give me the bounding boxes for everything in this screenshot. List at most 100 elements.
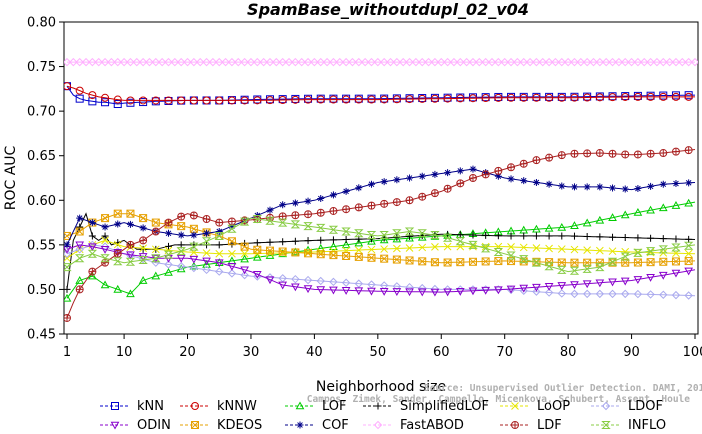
marker-circle [684,92,693,101]
marker-hourglass [468,240,478,249]
legend-label: LDOF [628,399,663,414]
marker-asterisk [177,231,185,239]
marker-hourglass [366,231,377,240]
marker-plus [406,232,414,240]
marker-diamond [170,57,180,67]
marker-hourglass [645,247,656,256]
marker-diamond [652,57,662,67]
marker-diamond [354,57,364,67]
marker-circle-plus-cross [304,210,312,218]
marker-circle-plus-cross [406,196,414,204]
marker-diamond [64,57,72,67]
marker-diamond [576,57,586,67]
marker-circle [443,94,452,103]
marker-hourglass [544,262,554,271]
marker-square-x-cross [494,257,503,265]
marker-triangle-up [295,401,305,410]
marker-circle [265,96,274,105]
marker-circle-plus-cross [482,170,490,178]
marker-square-x-cross [380,254,389,263]
marker-x [595,246,604,255]
marker-circle-plus-cross [545,154,553,162]
marker-plus [647,234,655,242]
watermark-line-2: Campos, Zimek, Sander, Campello, Micenko… [307,394,690,405]
legend-item-kdeos: KDEOS [180,418,262,433]
legend-label: LOF [322,399,347,414]
marker-square-x [456,258,465,267]
watermark-line-1: Source: Unsupervised Outlier Detection. … [424,383,702,394]
marker-diamond [608,57,617,67]
marker-diamond [81,57,91,67]
marker-diamond [297,57,306,67]
marker-diamond [411,57,421,67]
marker-square-x-cross [329,251,338,259]
marker-diamond [373,420,383,430]
marker-diamond [360,57,370,67]
marker-triangle-down [658,271,668,280]
marker-diamond [265,57,275,67]
marker-square-x-cross [240,242,249,251]
marker-square-x-cross [126,209,135,218]
y-tick-label: 0.45 [27,328,56,343]
marker-hourglass [151,254,161,263]
marker-diamond [189,263,199,273]
marker-square [113,100,122,109]
marker-diamond [538,57,547,67]
marker-circle-plus-cross [596,149,604,157]
marker-square-x [646,258,655,267]
marker-plus [64,285,71,293]
marker-circle-plus-cross [126,241,134,249]
legend-item-knn: kNN [100,399,164,414]
marker-asterisk [114,220,122,228]
marker-hourglass [595,263,605,272]
legend-label: LDF [537,418,562,433]
marker-hourglass [531,258,542,267]
marker-circle [113,95,122,104]
marker-hourglass [303,222,313,231]
marker-circle-plus-cross [469,174,477,182]
marker-triangle-down [646,274,655,282]
marker-plus [164,242,172,250]
marker-triangle-down [481,286,491,295]
marker-asterisk [406,174,414,182]
marker-hourglass [430,231,440,240]
marker-diamond [684,291,693,300]
marker-square-x-cross [443,258,452,267]
marker-square-x-cross [481,257,490,266]
marker-diamond [164,57,173,67]
marker-circle [570,93,579,102]
marker-triangle-down [671,269,681,278]
marker-x [507,243,515,251]
marker-diamond [341,57,351,67]
marker-square-x-cross [393,255,401,264]
marker-diamond [627,57,636,67]
marker-diamond [202,265,211,275]
marker-square-x [151,218,160,227]
marker-x [367,245,376,254]
marker-diamond [544,288,554,297]
marker-circle [621,92,630,101]
marker-diamond [506,57,516,67]
legend-label: ODIN [137,418,171,433]
marker-asterisk [76,214,84,222]
marker-hourglass [227,224,237,233]
marker-circle [646,92,655,101]
marker-hourglass [328,225,339,234]
marker-circle-plus-cross [114,250,122,258]
marker-plus [253,239,261,247]
marker-hourglass [557,265,567,274]
marker-triangle-down [506,285,516,294]
y-tick-label: 0.80 [27,16,56,31]
marker-diamond [386,57,395,67]
marker-diamond [75,245,84,254]
marker-circle-plus-cross [215,219,223,227]
marker-plus [88,232,96,240]
marker-asterisk [418,172,426,180]
marker-hourglass [239,217,250,226]
marker-diamond [227,57,237,67]
marker-square-x [659,257,668,266]
marker-square-x-cross [405,256,414,265]
marker-plus [634,234,642,242]
marker-diamond [215,267,224,276]
marker-diamond [329,277,338,287]
